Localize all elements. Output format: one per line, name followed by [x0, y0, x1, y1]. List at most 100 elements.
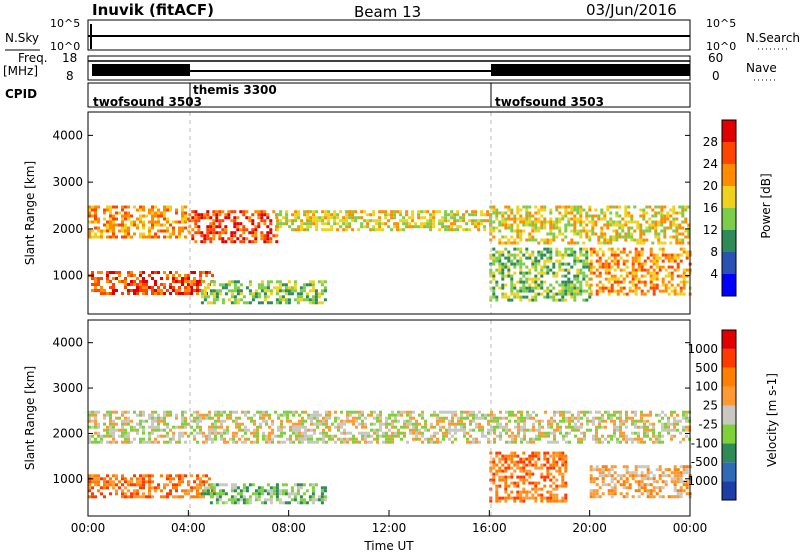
echo-cell — [598, 410, 601, 414]
echo-cell — [296, 295, 300, 299]
echo-cell — [109, 205, 112, 209]
echo-cell — [385, 440, 388, 444]
echo-cell — [310, 434, 313, 438]
echo-cell — [293, 286, 297, 290]
echo-cell — [187, 422, 190, 426]
echo-cell — [127, 232, 130, 236]
echo-cell — [576, 256, 580, 260]
echo-cell — [289, 434, 292, 438]
echo-cell — [531, 250, 535, 254]
echo-cell — [208, 477, 211, 481]
echo-cell — [505, 416, 508, 420]
echo-cell — [346, 410, 349, 414]
echo-cell — [634, 292, 638, 296]
echo-cell — [276, 213, 280, 217]
echo-cell — [260, 213, 264, 217]
echo-cell — [294, 210, 298, 214]
echo-cell — [208, 271, 211, 274]
echo-cell — [257, 489, 261, 493]
echo-cell — [526, 416, 529, 420]
echo-cell — [265, 422, 268, 426]
echo-cell — [498, 499, 502, 503]
echo-cell — [205, 271, 208, 274]
echo-cell — [637, 489, 641, 493]
echo-cell — [136, 226, 139, 230]
echo-cell — [154, 440, 157, 444]
echo-cell — [316, 416, 319, 420]
echo-cell — [549, 499, 553, 503]
echo-cell — [490, 410, 493, 414]
echo-cell — [664, 283, 668, 287]
echo-cell — [640, 416, 643, 420]
colorbar-frame — [721, 329, 737, 501]
echo-cell — [209, 222, 213, 226]
echo-cell — [652, 271, 656, 275]
echo-cell — [100, 289, 103, 292]
echo-cell — [263, 286, 267, 290]
echo-cell — [202, 440, 205, 444]
echo-cell — [550, 440, 553, 444]
echo-cell — [121, 410, 124, 414]
echo-cell — [187, 289, 190, 292]
echo-cell — [643, 477, 647, 481]
echo-cell — [94, 474, 97, 478]
echo-cell — [296, 483, 300, 487]
echo-cell — [631, 262, 635, 266]
echo-cell — [196, 489, 199, 493]
echo-cell — [142, 223, 145, 227]
echo-cell — [223, 437, 226, 441]
echo-cell — [426, 219, 430, 223]
echo-cell — [520, 413, 523, 417]
echo-cell — [478, 410, 481, 414]
echo-cell — [311, 489, 315, 493]
echo-cell — [396, 228, 400, 232]
echo-cell — [184, 410, 187, 414]
echo-cell — [248, 216, 252, 220]
echo-cell — [679, 477, 683, 481]
echo-cell — [175, 416, 178, 420]
echo-cell — [652, 422, 655, 426]
echo-cell — [124, 419, 127, 423]
echo-cell — [652, 495, 656, 499]
echo-cell — [284, 292, 288, 296]
echo-cell — [636, 241, 640, 245]
echo-cell — [493, 413, 496, 417]
echo-cell — [230, 231, 234, 235]
echo-cell — [124, 477, 127, 481]
echo-cell — [199, 425, 202, 429]
echo-cell — [406, 410, 409, 414]
echo-cell — [667, 474, 671, 478]
echo-cell — [658, 413, 661, 417]
echo-cell — [328, 434, 331, 438]
echo-cell — [684, 235, 688, 239]
echo-cell — [495, 490, 499, 494]
echo-cell — [286, 410, 289, 414]
echo-cell — [304, 437, 307, 441]
radar-title: Inuvik (fitACF) — [92, 1, 214, 19]
echo-cell — [197, 225, 201, 229]
echo-cell — [577, 440, 580, 444]
echo-cell — [364, 434, 367, 438]
echo-cell — [292, 410, 295, 414]
echo-cell — [652, 434, 655, 438]
echo-cell — [613, 253, 617, 257]
echo-cell — [637, 440, 640, 444]
echo-cell — [251, 231, 255, 235]
echo-cell — [546, 469, 550, 473]
echo-cell — [97, 425, 100, 429]
echo-cell — [553, 410, 556, 414]
echo-cell — [492, 478, 496, 482]
echo-cell — [112, 226, 115, 230]
echo-cell — [260, 289, 264, 293]
echo-cell — [679, 486, 683, 490]
echo-cell — [175, 289, 178, 292]
echo-cell — [588, 220, 592, 224]
echo-cell — [657, 220, 661, 224]
echo-cell — [112, 437, 115, 441]
echo-cell — [625, 492, 629, 496]
echo-cell — [543, 205, 547, 209]
echo-cell — [328, 413, 331, 417]
echo-cell — [492, 460, 496, 464]
echo-cell — [507, 223, 511, 227]
echo-cell — [311, 495, 315, 499]
